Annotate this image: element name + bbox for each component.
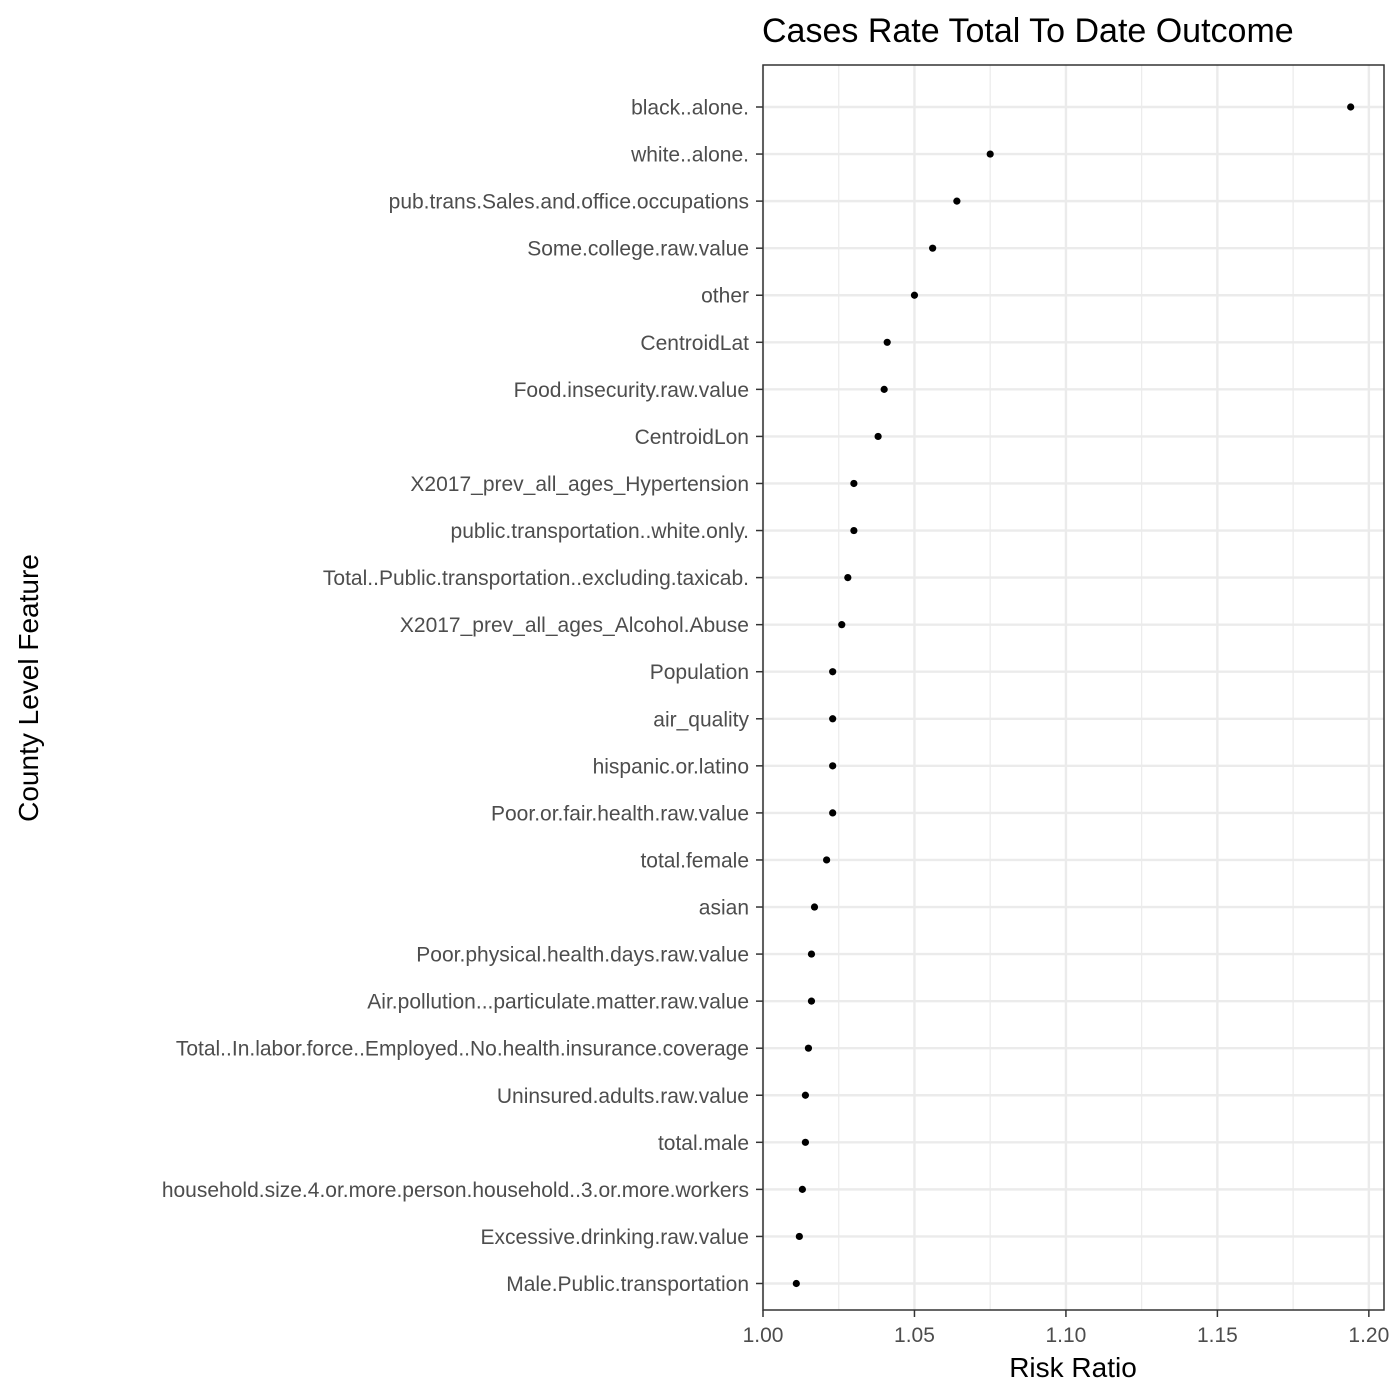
- data-point: [910, 291, 919, 299]
- data-point: [823, 856, 831, 864]
- data-point: [792, 1279, 800, 1288]
- data-point: [874, 432, 882, 441]
- y-tick-label: total.male: [658, 1132, 749, 1155]
- x-tick-label: 1.05: [894, 1324, 935, 1347]
- data-point: [829, 762, 837, 770]
- data-point: [829, 668, 837, 676]
- y-tick-label: Air.pollution...particulate.matter.raw.v…: [367, 991, 749, 1014]
- data-point: [844, 574, 852, 582]
- data-point: [850, 479, 858, 488]
- y-axis-title: County Level Feature: [13, 554, 44, 822]
- data-point: [829, 715, 837, 723]
- y-tick-label: Poor.or.fair.health.raw.value: [491, 802, 749, 825]
- y-tick-label: public.transportation..white.only.: [451, 520, 749, 543]
- data-point: [807, 997, 816, 1005]
- grid-major: [761, 65, 1384, 1310]
- y-tick-label: Population: [650, 661, 749, 684]
- y-tick-label: total.female: [640, 849, 749, 872]
- data-point: [929, 244, 937, 252]
- y-tick-label: pub.trans.Sales.and.office.occupations: [389, 191, 749, 214]
- data-point: [883, 338, 891, 346]
- y-tick-label: white..alone.: [630, 144, 749, 167]
- grid-minor: [838, 65, 1294, 1310]
- x-tick-label: 1.00: [743, 1324, 784, 1347]
- x-ticks: 1.00 1.05 1.10 1.15 1.20: [743, 1310, 1389, 1347]
- points: [792, 103, 1355, 1288]
- y-tick-label: X2017_prev_all_ages_Hypertension: [410, 473, 749, 496]
- data-point: [801, 1138, 810, 1146]
- data-point: [810, 903, 819, 911]
- y-tick-label: X2017_prev_all_ages_Alcohol.Abuse: [400, 614, 749, 637]
- y-tick-label: Total..Public.transportation..excluding.…: [323, 567, 749, 590]
- data-point: [829, 809, 837, 817]
- y-tick-label: Uninsured.adults.raw.value: [497, 1085, 749, 1108]
- y-tick-label: asian: [699, 897, 749, 920]
- y-ticks: black..alone. white..alone. pub.trans.Sale…: [162, 97, 763, 1296]
- data-point: [795, 1232, 803, 1241]
- y-tick-label: Food.insecurity.raw.value: [514, 379, 749, 402]
- data-point: [850, 526, 858, 535]
- panel-border: [762, 64, 1385, 1311]
- data-point: [953, 197, 961, 205]
- x-tick-label: 1.10: [1045, 1324, 1086, 1347]
- y-tick-label: CentroidLat: [640, 332, 749, 355]
- y-tick-label: Poor.physical.health.days.raw.value: [416, 944, 749, 967]
- y-tick-label: Male.Public.transportation: [506, 1273, 749, 1296]
- y-tick-label: household.size.4.or.more.person.househol…: [162, 1179, 749, 1202]
- x-tick-label: 1.20: [1348, 1324, 1389, 1347]
- y-tick-label: Total..In.labor.force..Employed..No.heal…: [176, 1038, 749, 1061]
- data-point: [1347, 103, 1355, 111]
- x-tick-label: 1.15: [1197, 1324, 1238, 1347]
- y-tick-label: CentroidLon: [635, 426, 749, 449]
- y-tick-label: other: [701, 285, 749, 308]
- y-tick-label: air_quality: [653, 708, 749, 731]
- data-point: [804, 1044, 813, 1052]
- data-point: [838, 621, 846, 629]
- chart-title: Cases Rate Total To Date Outcome: [762, 12, 1294, 50]
- data-point: [807, 950, 816, 958]
- y-tick-label: Excessive.drinking.raw.value: [481, 1226, 749, 1249]
- y-tick-label: Some.college.raw.value: [527, 238, 749, 261]
- x-axis-title: Risk Ratio: [1009, 1352, 1137, 1383]
- data-point: [880, 385, 888, 393]
- data-point: [798, 1185, 806, 1193]
- y-tick-label: hispanic.or.latino: [593, 755, 749, 778]
- data-point: [986, 150, 994, 158]
- data-point: [801, 1091, 810, 1099]
- y-tick-label: black..alone.: [631, 97, 749, 120]
